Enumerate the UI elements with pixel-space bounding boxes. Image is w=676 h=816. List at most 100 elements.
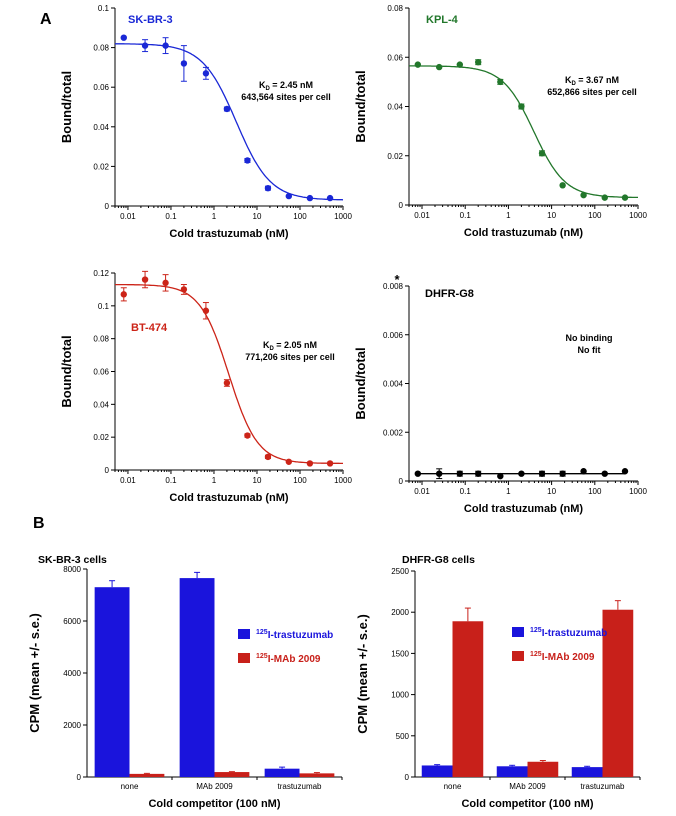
bar-chart-2-ytick-label: 0 <box>405 773 410 782</box>
bar-chart-1-bar <box>264 768 300 777</box>
bar-chart-2-ytick-label: 2000 <box>391 608 409 617</box>
bar-chart-1-ytick-label: 4000 <box>63 669 81 678</box>
chart-2-xtick-label: 100 <box>588 211 602 220</box>
chart-4-note-2: No fit <box>578 345 601 355</box>
chart-3-point <box>162 279 169 287</box>
chart-3-point <box>306 460 314 467</box>
bar-chart-1-ylabel: CPM (mean +/- s.e.) <box>27 613 42 733</box>
chart-4-xtick-label: 100 <box>588 487 602 496</box>
panel-label-b: B <box>33 515 45 532</box>
chart-1-ylabel: Bound/total <box>59 71 74 143</box>
chart-1-xtick-label: 0.1 <box>165 212 177 221</box>
bar-chart-2-bar <box>527 761 559 777</box>
chart-4-ytick-label: 0 <box>399 477 404 486</box>
chart-1-kd-label: KD = 2.45 nM <box>259 80 313 92</box>
bar-chart-1-legend-label: 125I-MAb 2009 <box>256 653 321 665</box>
chart-2-xtick-label: 10 <box>547 211 556 220</box>
bar-chart-1-legend-label: 125I-trastuzumab <box>256 629 333 641</box>
bar-chart-1-legend-swatch <box>238 653 250 663</box>
chart-3-point <box>120 291 127 298</box>
bar-chart-2-category-label: trastuzumab <box>580 782 625 791</box>
chart-1-ytick-label: 0.02 <box>93 162 109 171</box>
chart-1-ytick-label: 0.06 <box>93 83 109 92</box>
bar-chart-2-title: DHFR-G8 cells <box>402 554 475 566</box>
chart-2-ytick-label: 0.02 <box>387 152 403 161</box>
chart-1-ytick-label: 0.1 <box>98 4 110 13</box>
chart-4-note-1: No binding <box>566 333 613 343</box>
bar-chart-1-ytick-label: 2000 <box>63 721 81 730</box>
chart-3-point <box>285 458 293 465</box>
chart-3-kd-label: KD = 2.05 nM <box>263 340 317 352</box>
chart-4-ytick-label: 0.002 <box>383 428 404 437</box>
chart-1-point <box>264 184 272 192</box>
bar-chart-1-xlabel: Cold competitor (100 nM) <box>148 798 280 810</box>
chart-4-xtick-label: 0.01 <box>414 487 430 496</box>
chart-3-sites-label: 771,206 sites per cell <box>245 352 335 362</box>
chart-4-point <box>601 470 608 477</box>
chart-3-xtick-label: 0.1 <box>165 476 177 485</box>
bar-chart-2-ytick-label: 1500 <box>391 649 409 658</box>
chart-4-ytick-label: 0.006 <box>383 331 404 340</box>
chart-4-point <box>414 470 422 477</box>
chart-2-xtick-label: 1000 <box>629 211 647 220</box>
chart-1-ytick-label: 0.04 <box>93 123 109 132</box>
bar-chart-1-category-label: trastuzumab <box>277 782 322 791</box>
bar-chart-1-category-label: MAb 2009 <box>196 782 233 791</box>
chart-3-point <box>223 379 231 387</box>
chart-2-ytick-label: 0 <box>399 201 404 210</box>
chart-2-kd-label: KD = 3.67 nM <box>565 75 619 87</box>
chart-3-title: BT-474 <box>131 322 168 334</box>
chart-3-xtick-label: 10 <box>253 476 262 485</box>
chart-3-ytick-label: 0.08 <box>93 335 109 344</box>
chart-4-ytick-label: 0.004 <box>383 380 404 389</box>
chart-2-xtick-label: 1 <box>506 211 511 220</box>
chart-3-xlabel: Cold trastuzumab (nM) <box>169 492 288 504</box>
chart-3-ytick-label: 0.1 <box>98 302 110 311</box>
chart-3-point <box>202 307 210 314</box>
bar-chart-1-bar <box>129 773 165 777</box>
chart-3-point <box>264 453 272 461</box>
chart-2-point <box>497 78 504 86</box>
bar-chart-2-category-label: MAb 2009 <box>509 782 546 791</box>
chart-1-xtick-label: 0.01 <box>120 212 136 221</box>
chart-2-point <box>518 103 525 110</box>
chart-3-xtick-label: 100 <box>293 476 307 485</box>
chart-4-xtick-label: 0.1 <box>460 487 472 496</box>
chart-1-ytick-label: 0.08 <box>93 44 109 53</box>
chart-1-xtick-label: 10 <box>253 212 262 221</box>
chart-2-point <box>456 61 464 68</box>
chart-1-xtick-label: 1 <box>212 212 217 221</box>
chart-1-sites-label: 643,564 sites per cell <box>241 92 331 102</box>
chart-3-point <box>180 286 188 293</box>
chart-3-ytick-label: 0.06 <box>93 368 109 377</box>
chart-4-point <box>518 470 525 477</box>
bar-chart-2-bar <box>602 609 634 777</box>
chart-3-point <box>244 432 251 439</box>
chart-1-fit-curve <box>115 43 344 201</box>
chart-2-xtick-label: 0.1 <box>460 211 472 220</box>
chart-4-xtick-label: 1000 <box>629 487 647 496</box>
chart-2-ytick-label: 0.08 <box>387 4 403 13</box>
bar-chart-2-legend-swatch <box>512 651 524 661</box>
chart-3-point <box>326 460 334 467</box>
chart-2-point <box>414 61 422 68</box>
chart-1-point <box>180 60 188 67</box>
chart-2-ylabel: Bound/total <box>353 70 368 142</box>
chart-4-xlabel: Cold trastuzumab (nM) <box>464 503 583 515</box>
panel-label-a: A <box>40 11 52 28</box>
bar-chart-2-bar <box>496 766 528 777</box>
chart-3-ytick-label: 0.04 <box>93 400 109 409</box>
chart-2-sites-label: 652,866 sites per cell <box>547 87 637 97</box>
chart-1-title: SK-BR-3 <box>128 14 173 26</box>
bar-chart-1-bar <box>214 772 250 777</box>
chart-3-fit-curve <box>115 283 343 465</box>
chart-3-xtick-label: 1000 <box>334 476 352 485</box>
chart-4-point <box>559 470 566 477</box>
chart-2-point <box>538 150 546 157</box>
bar-chart-2-legend-label: 125I-trastuzumab <box>530 627 607 639</box>
chart-4-ytick-label: 0.008 <box>383 282 404 291</box>
chart-2-point <box>475 58 482 66</box>
bar-chart-2-ytick-label: 2500 <box>391 567 409 576</box>
chart-4-point <box>497 472 504 480</box>
chart-2-xtick-label: 0.01 <box>414 211 430 220</box>
